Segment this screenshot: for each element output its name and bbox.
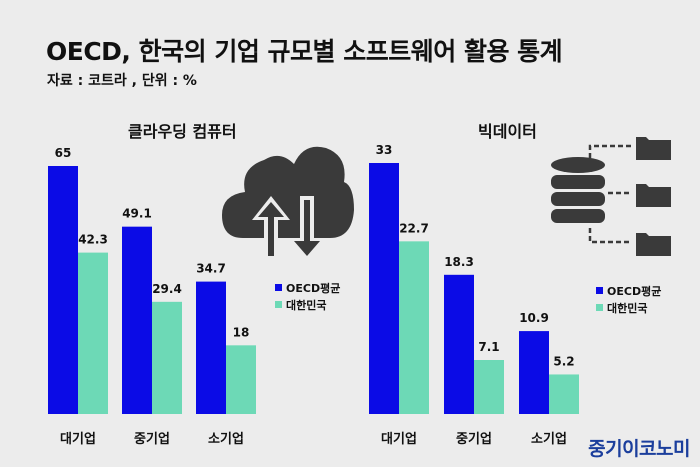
- bar-korea: [399, 241, 429, 414]
- bar-value-label: 33: [376, 143, 393, 157]
- bar-value-label: 49.1: [122, 207, 152, 221]
- bar-oecd: [122, 226, 152, 414]
- category-label: 중기업: [456, 432, 492, 447]
- bar-oecd: [369, 163, 399, 414]
- bar-oecd: [444, 274, 474, 414]
- bar-value-label: 42.3: [78, 233, 108, 247]
- cloud-chart-title: 클라우딩 컴퓨터: [128, 122, 237, 141]
- bar-korea: [474, 359, 504, 414]
- page-title: OECD, 한국의 기업 규모별 소프트웨어 활용 통계: [46, 37, 563, 66]
- bar-oecd: [196, 281, 226, 414]
- bigdata-chart-legend: OECD평균 대한민국: [596, 282, 661, 316]
- legend-swatch: [275, 284, 282, 291]
- bar-value-label: 18.3: [444, 255, 474, 269]
- legend-swatch: [596, 304, 603, 311]
- legend-label: OECD평균: [286, 281, 341, 295]
- cloud-upload-download-icon: [222, 146, 354, 262]
- cloud-chart-legend: OECD평균 대한민국: [275, 279, 340, 313]
- bigdata-chart-title: 빅데이터: [478, 122, 537, 141]
- legend-swatch: [596, 287, 603, 294]
- legend-label: 대한민국: [286, 298, 327, 312]
- source-unit-note: 자료 : 코트라 , 단위 : %: [47, 73, 197, 89]
- bar-value-label: 65: [55, 146, 72, 160]
- category-label: 대기업: [60, 432, 96, 447]
- bar-korea: [549, 374, 579, 414]
- bar-oecd: [48, 166, 78, 414]
- category-label: 소기업: [208, 432, 244, 447]
- bar-value-label: 29.4: [152, 282, 182, 296]
- bar-value-label: 10.9: [519, 311, 549, 325]
- bar-value-label: 18: [233, 325, 250, 339]
- bar-korea: [78, 252, 108, 414]
- bar-value-label: 34.7: [196, 262, 226, 276]
- legend-label: OECD평균: [607, 284, 662, 298]
- legend-item-korea: 대한민국: [275, 296, 340, 313]
- legend-label: 대한민국: [607, 301, 648, 315]
- bar-value-label: 5.2: [553, 354, 574, 368]
- brand-logo-text: 중기이코노미: [588, 438, 690, 460]
- bar-value-label: 22.7: [399, 221, 429, 235]
- bar-oecd: [519, 331, 549, 414]
- bar-korea: [226, 345, 256, 414]
- database-folders-icon: [551, 137, 671, 256]
- legend-item-oecd: OECD평균: [275, 279, 340, 296]
- legend-item-korea: 대한민국: [596, 299, 661, 316]
- category-label: 중기업: [134, 432, 170, 447]
- bar-value-label: 7.1: [478, 340, 499, 354]
- category-label: 소기업: [531, 432, 567, 447]
- legend-swatch: [275, 301, 282, 308]
- bar-korea: [152, 301, 182, 414]
- category-label: 대기업: [381, 432, 417, 447]
- legend-item-oecd: OECD평균: [596, 282, 661, 299]
